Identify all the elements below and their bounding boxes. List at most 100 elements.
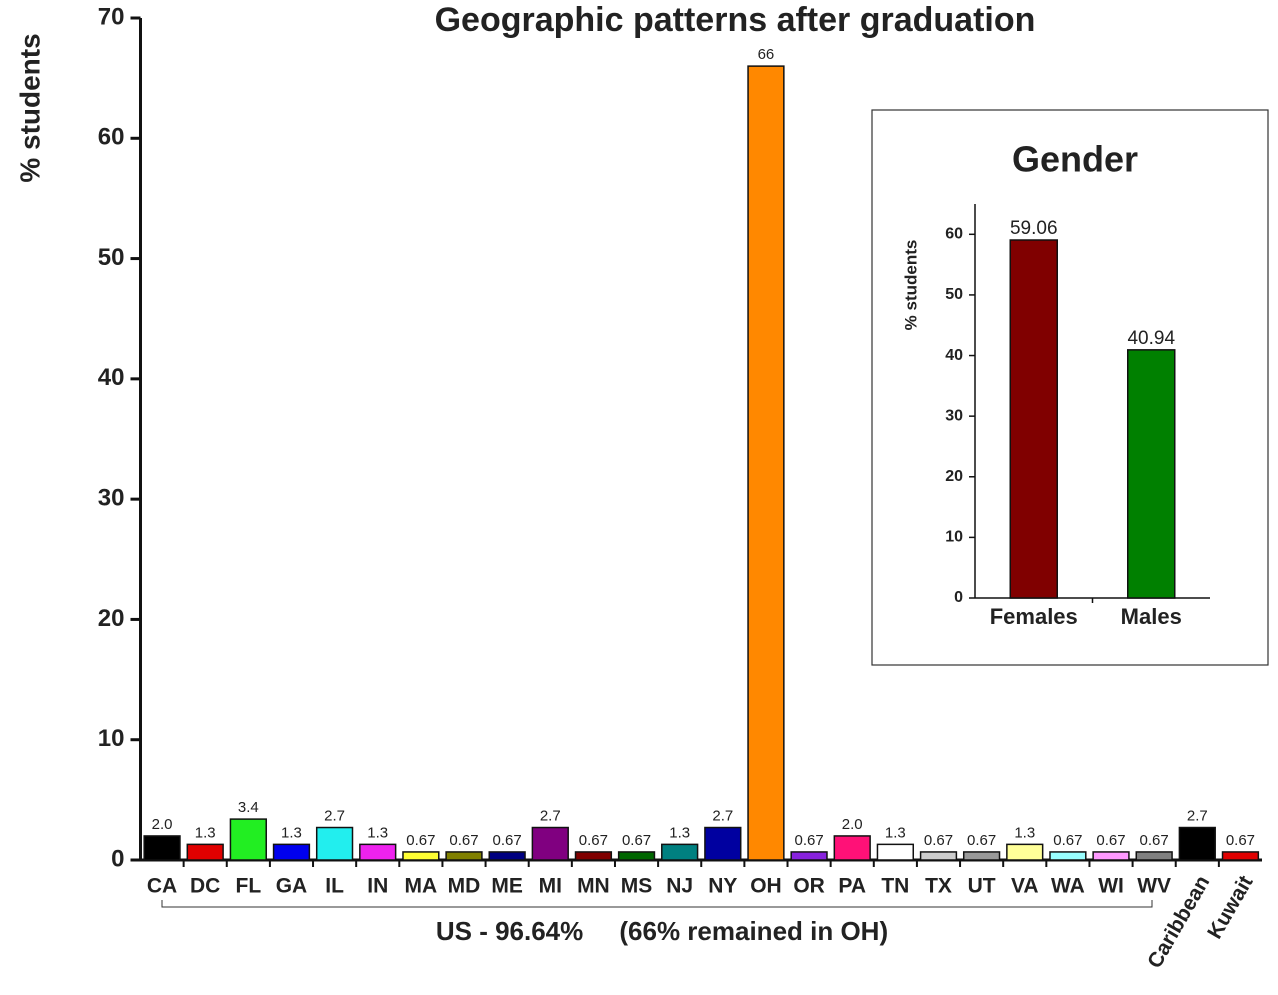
y-tick-label: 70 [98,3,125,30]
value-label: 40.94 [1127,328,1175,349]
x-tick-label: UT [968,875,996,898]
x-tick-label: GA [276,875,308,898]
inset-title: Gender [1012,139,1138,180]
value-label: 2.7 [712,807,733,824]
y-tick-label: 60 [98,124,125,151]
inset-frame [871,109,1269,666]
y-tick-label: 20 [98,605,125,632]
value-label: 0.67 [967,832,996,849]
x-tick-label: MD [448,875,481,898]
bar [315,826,354,861]
bar [617,851,656,861]
x-tick-label: NY [708,875,737,898]
bar [747,65,785,861]
x-tick-label: CA [147,875,177,898]
x-tick-label: VA [1011,875,1039,898]
y-tick-label: 40 [98,364,125,391]
value-label: 1.3 [367,824,388,841]
bar [574,851,613,861]
x-tick-label: IL [325,875,344,898]
value-label: 0.67 [1053,832,1082,849]
value-label: 1.3 [1014,824,1035,841]
bar [962,851,1001,861]
value-label: 59.06 [1010,218,1058,239]
value-label: 0.67 [579,832,608,849]
x-tick-label: FL [236,875,262,898]
bar [1092,851,1130,861]
x-tick-label: Females [990,604,1078,629]
bar [186,843,224,861]
bar [919,851,958,861]
y-tick-label: 60 [945,226,963,243]
value-label: 0.67 [622,832,651,849]
bar [272,843,311,861]
value-label: 1.3 [669,824,690,841]
y-tick-label: 0 [111,845,124,872]
value-label: 0.67 [449,832,478,849]
bar [1178,826,1216,861]
value-label: 0.67 [794,832,823,849]
x-tick-label: MA [405,875,438,898]
x-tick-label: PA [838,875,866,898]
x-tick-label: WI [1098,875,1124,898]
x-tick-label: OR [793,875,825,898]
value-label: 2.0 [152,816,173,833]
x-tick-label: TX [925,875,952,898]
inset-y-axis-label: % students [901,240,920,331]
bar [531,826,569,861]
value-label: 0.67 [924,832,953,849]
x-tick-label: MS [621,875,653,898]
x-tick-label: NJ [666,875,693,898]
bar [143,835,181,861]
value-label: 66 [758,46,775,63]
y-tick-label: 40 [945,347,963,364]
bar [229,818,267,861]
x-tick-label: WV [1137,875,1171,898]
value-label: 2.0 [842,816,863,833]
bar [1009,239,1058,599]
value-label: 2.7 [1187,807,1208,824]
bracket [161,900,1153,908]
value-label: 0.67 [1140,832,1169,849]
value-label: 0.67 [406,832,435,849]
x-tick-label: MN [577,875,610,898]
bar [1006,843,1044,861]
bar [488,851,526,861]
value-label: 0.67 [1096,832,1125,849]
value-label: 1.3 [885,824,906,841]
bar [1221,851,1260,861]
value-label: 1.3 [281,824,302,841]
bar [402,851,440,861]
x-tick-label: MI [539,875,562,898]
x-tick-label: TN [881,875,909,898]
x-tick-label: ME [491,875,523,898]
y-tick-label: 50 [98,244,125,271]
bar [876,843,915,861]
y-axis-label: % students [14,33,45,182]
value-label: 2.7 [540,807,561,824]
bar [359,843,397,861]
y-tick-label: 0 [954,589,963,606]
bar [1049,851,1087,861]
y-tick-label: 20 [945,468,963,485]
bar [704,826,742,861]
y-tick-label: 50 [945,286,963,303]
x-tick-label: DC [190,875,220,898]
y-tick-label: 30 [98,484,125,511]
x-tick-label: IN [367,875,388,898]
y-tick-label: 10 [98,725,125,752]
x-tick-label: Males [1121,604,1182,629]
bar [661,843,699,861]
bar [1135,851,1173,861]
x-tick-label: OH [750,875,782,898]
value-label: 0.67 [493,832,522,849]
value-label: 3.4 [238,799,259,816]
chart-title: Geographic patterns after graduation [435,1,1036,39]
value-label: 0.67 [1226,832,1255,849]
y-tick-label: 10 [945,529,963,546]
bar [833,835,871,861]
bar [790,851,828,861]
y-tick-label: 30 [945,407,963,424]
x-tick-label: WA [1051,875,1085,898]
